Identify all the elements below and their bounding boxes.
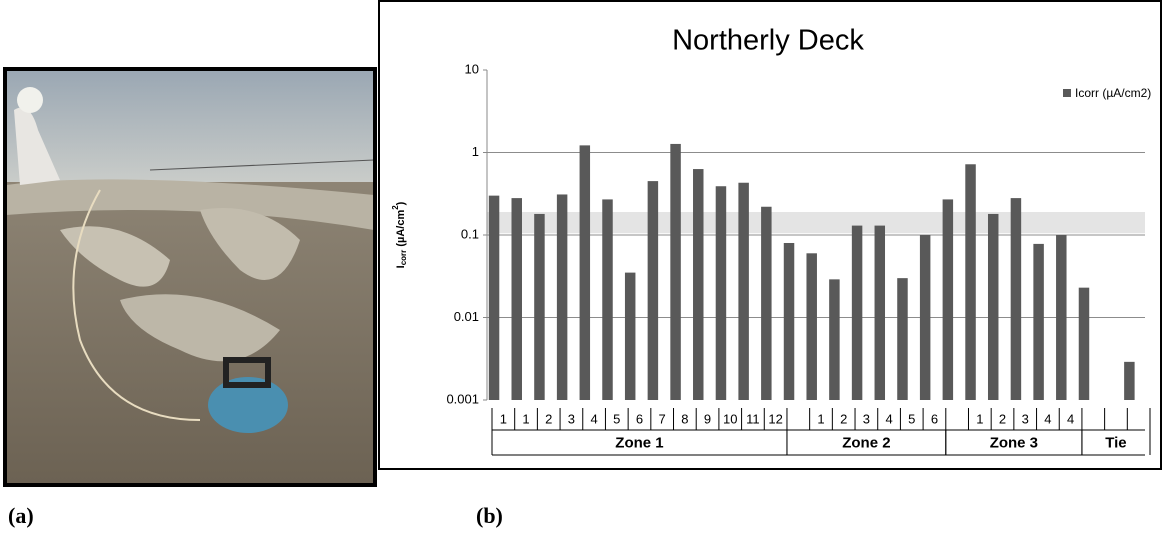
bar [647, 181, 659, 400]
x-tick-label: 4 [1067, 411, 1074, 426]
bar [511, 198, 522, 400]
bar [556, 194, 568, 400]
legend-swatch [1063, 89, 1071, 97]
x-tick-label: 4 [885, 411, 892, 426]
bar [783, 242, 795, 400]
bar [874, 225, 886, 400]
bar [1056, 235, 1067, 400]
x-tick-label: 8 [681, 411, 688, 426]
bar [1078, 287, 1090, 400]
x-tick-label: 5 [908, 411, 915, 426]
x-tick-label: 6 [931, 411, 938, 426]
bar [919, 235, 931, 400]
bar [806, 253, 817, 400]
y-axis-label: Icorr (µA/cm2) [391, 201, 408, 268]
panel-label: (a) [8, 503, 34, 528]
y-tick-label: 1 [472, 144, 479, 159]
group-label: Tie [1105, 434, 1126, 451]
x-tick-label: 3 [863, 411, 870, 426]
bar [851, 225, 863, 400]
bar [987, 213, 999, 400]
bar [602, 199, 613, 400]
chart-title: Northerly Deck [672, 25, 864, 57]
bar [715, 186, 727, 400]
x-tick-label: 3 [1022, 411, 1029, 426]
x-tick-label: 5 [613, 411, 620, 426]
group-label: Zone 3 [990, 434, 1038, 451]
bar [738, 182, 749, 400]
y-axis-label-part: I [395, 265, 407, 268]
bar [761, 206, 772, 400]
x-tick-label: 2 [545, 411, 552, 426]
x-tick-label: 4 [1044, 411, 1051, 426]
x-tick-label: 1 [500, 411, 507, 426]
y-tick-label: 0.01 [454, 309, 479, 324]
bar [1124, 361, 1135, 400]
x-tick-label: 6 [636, 411, 643, 426]
x-tick-label: 2 [999, 411, 1006, 426]
y-axis-label-part: corr [399, 250, 408, 266]
bar [829, 279, 840, 400]
bar [670, 143, 681, 400]
bar [488, 195, 500, 400]
y-tick-label: 0.1 [461, 226, 479, 241]
x-tick-label: 4 [590, 411, 597, 426]
x-tick-label: 11 [746, 411, 760, 426]
bar [1010, 198, 1022, 400]
x-tick-label: 3 [568, 411, 575, 426]
bar [534, 213, 545, 400]
x-tick-label: 1 [976, 411, 983, 426]
bar [624, 272, 636, 400]
bar [942, 199, 954, 400]
group-label: Zone 1 [615, 434, 663, 451]
y-axis-label-part: 2 [391, 205, 400, 210]
bar [579, 145, 591, 400]
x-tick-label: 1 [522, 411, 529, 426]
group-label: Zone 2 [842, 434, 890, 451]
bar [1033, 243, 1044, 400]
photo [3, 67, 377, 487]
x-tick-label: 2 [840, 411, 847, 426]
bar [965, 164, 976, 400]
x-tick-label: 7 [659, 411, 666, 426]
bar [693, 169, 704, 400]
y-axis-label-part: ) [395, 201, 407, 205]
bar [897, 278, 908, 400]
x-tick-label: 12 [768, 411, 782, 426]
y-tick-label: 10 [465, 61, 479, 76]
panel-label: (b) [476, 503, 503, 528]
y-tick-label: 0.001 [446, 391, 479, 406]
y-axis-label-part: (µA/cm [395, 210, 407, 250]
legend-label: Icorr (µA/cm2) [1075, 86, 1151, 100]
x-tick-label: 1 [817, 411, 824, 426]
x-tick-label: 10 [723, 411, 737, 426]
x-tick-label: 9 [704, 411, 711, 426]
